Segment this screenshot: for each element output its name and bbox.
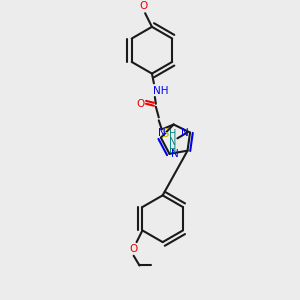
Text: H: H — [169, 130, 176, 140]
Text: O: O — [139, 2, 147, 11]
Text: N: N — [169, 137, 176, 147]
Text: S: S — [161, 128, 168, 140]
Text: NH: NH — [153, 86, 169, 96]
Text: N: N — [181, 128, 189, 139]
Text: O: O — [136, 99, 144, 109]
Text: N: N — [158, 128, 166, 138]
Text: O: O — [130, 244, 138, 254]
Text: H: H — [169, 145, 176, 155]
Text: N: N — [171, 149, 179, 159]
